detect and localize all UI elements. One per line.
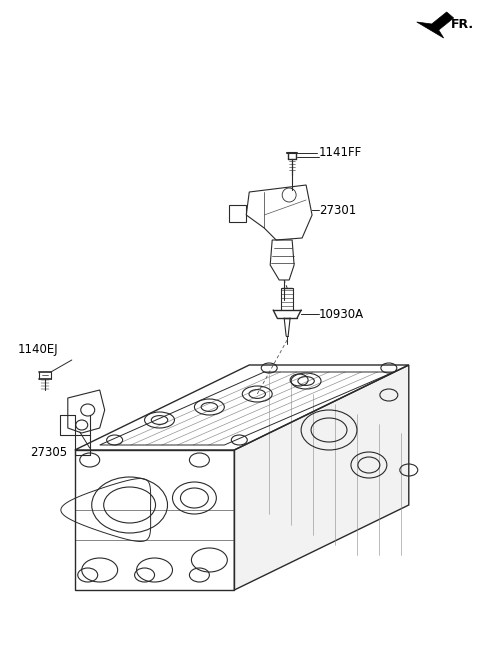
Text: FR.: FR. [451,18,474,30]
Text: 1141FF: 1141FF [319,146,362,159]
Text: 1140EJ: 1140EJ [18,344,59,356]
Text: 27301: 27301 [319,203,356,216]
Text: 10930A: 10930A [319,308,364,321]
Polygon shape [234,365,409,590]
Polygon shape [417,12,454,38]
Text: 27305: 27305 [30,445,67,459]
